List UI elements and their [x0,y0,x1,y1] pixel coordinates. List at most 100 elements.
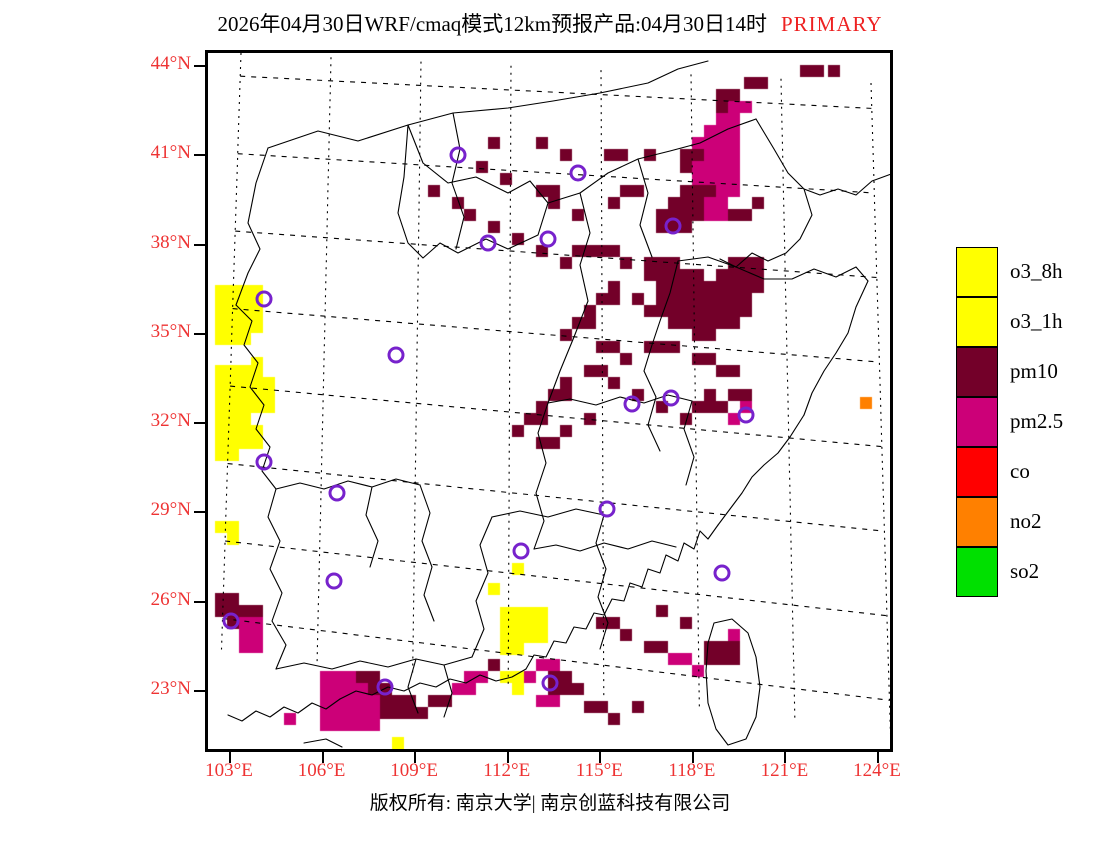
city-marker-icon[interactable] [713,564,731,582]
footer-copyright: 版权所有: 南京大学| 南京创蓝科技有限公司 [369,793,731,814]
city-marker-icon[interactable] [664,217,682,235]
y-axis-tick-label: 38°N [150,231,191,253]
x-axis-tick-mark [784,752,787,763]
map-boundary-line [705,618,761,746]
legend-swatch-icon [956,547,998,597]
city-marker-icon[interactable] [376,678,394,696]
x-axis-tick-label: 118°E [668,760,716,781]
map-boundary-line [407,658,419,714]
map-boundary-line [491,508,605,518]
legend-swatch-icon [956,347,998,397]
y-axis-tick-mark [194,600,205,603]
x-axis-tick-mark [229,752,231,763]
y-axis-tick-mark [194,422,205,425]
legend-swatch-icon [956,297,998,347]
y-axis-tick-label: 35°N [150,320,191,342]
graticule-meridian [690,74,700,710]
map-boundary-line [595,514,609,650]
graticule-parallel [235,230,877,279]
city-marker-icon[interactable] [222,612,240,630]
map-boundary-line [303,738,343,748]
map-plot-area[interactable] [205,50,893,752]
page-title: 2026年04月30日WRF/cmaq模式12km预报产品:04月30日14时 P… [0,8,1100,38]
city-marker-icon[interactable] [541,674,559,692]
legend-label: so2 [1010,559,1040,583]
legend-label: no2 [1010,509,1042,533]
graticule-parallel [222,617,890,701]
map-boundary-line [643,370,661,452]
x-axis-tick-mark [321,752,324,763]
city-marker-icon[interactable] [512,542,530,560]
city-marker-icon[interactable] [662,389,680,407]
map-boundary-line [419,484,435,622]
city-marker-icon[interactable] [325,572,343,590]
x-axis-tick-label: 112°E [483,760,531,781]
graticule-parallel [225,540,887,617]
map-boundary-line [339,668,527,700]
map-boundary-line [397,124,549,259]
city-marker-icon[interactable] [569,164,587,182]
city-marker-icon[interactable] [598,500,616,518]
map-boundary-line [235,304,277,490]
legend-label: co [1010,459,1030,483]
legend-swatch-icon [956,247,998,297]
y-axis-tick-mark [194,154,205,157]
y-axis-tick-mark [194,65,205,67]
legend-label: pm10 [1010,359,1058,383]
y-axis-tick-mark [194,332,205,335]
x-axis-tick-label: 121°E [760,760,809,781]
map-boundary-line [533,540,677,552]
legend-swatch-icon [956,447,998,497]
map-clip [208,53,890,749]
map-boundary-line [533,402,549,550]
city-marker-icon[interactable] [539,230,557,248]
city-marker-icon[interactable] [449,146,467,164]
map-boundary-line [547,118,757,204]
y-axis-tick-mark [194,690,205,692]
map-boundary-line [683,400,695,486]
map-boundary-line [267,488,287,670]
graticule-meridian [507,65,512,686]
graticule-parallel [227,463,885,532]
primary-label: PRIMARY [780,12,883,36]
map-boundary-line [235,147,269,306]
x-axis-tick-label: 115°E [575,760,623,781]
y-axis-tick-label: 29°N [150,499,191,521]
city-marker-icon[interactable] [623,395,641,413]
map-boundary-line [227,698,341,722]
map-boundary-line [719,188,813,268]
map-boundary-line [803,280,869,416]
city-marker-icon[interactable] [255,290,273,308]
map-boundary-line [275,478,421,490]
graticule-parallel [240,75,872,109]
map-boundary-line [443,664,453,718]
city-marker-icon[interactable] [328,484,346,502]
map-boundary-line [267,60,709,149]
graticule-parallel [230,385,882,448]
map-boundary-line [547,192,591,404]
map-boundary-line [365,486,379,568]
y-axis-tick-label: 23°N [150,678,191,699]
map-boundary-line [275,656,473,670]
city-marker-icon[interactable] [387,346,405,364]
map-boundary-line [637,158,653,258]
graticule-meridian [220,53,242,650]
x-axis-tick-mark [506,752,509,763]
y-axis-tick-label: 44°N [150,53,191,74]
y-axis-tick-mark [194,243,205,246]
city-marker-icon[interactable] [479,234,497,252]
x-axis-tick-label: 109°E [390,760,438,781]
city-marker-icon[interactable] [255,453,273,471]
graticule-meridian [780,78,796,723]
y-axis-tick-label: 32°N [150,410,191,432]
graticule-meridian [316,57,332,662]
x-axis-tick-mark [414,752,417,763]
x-axis-tick-label: 124°E [853,760,901,781]
graticule-parallel [237,153,875,194]
city-marker-icon[interactable] [737,406,755,424]
legend-label: o3_1h [1010,309,1063,333]
x-axis-tick-mark [877,752,879,763]
x-axis-tick-mark [691,752,694,763]
map-boundary-line [451,112,465,250]
x-axis-tick-mark [599,752,602,763]
